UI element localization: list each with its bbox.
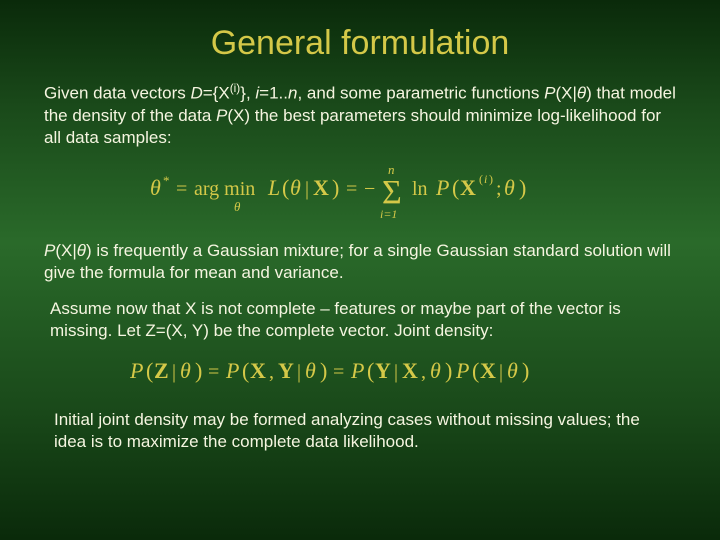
- svg-text:,: ,: [269, 361, 274, 383]
- svg-text:ln: ln: [412, 178, 428, 200]
- text-fragment: , and some parametric functions: [297, 84, 544, 103]
- svg-text:): ): [195, 358, 202, 383]
- svg-text:=: =: [176, 178, 187, 200]
- text-fragment: =1..: [259, 84, 288, 103]
- svg-text:i: i: [484, 172, 487, 186]
- math-P: P: [544, 84, 555, 103]
- svg-text:θ: θ: [290, 175, 301, 200]
- svg-text:X: X: [460, 175, 476, 200]
- text-fragment: (X): [227, 106, 250, 125]
- svg-text:|: |: [297, 361, 301, 383]
- svg-text:(: (: [367, 358, 374, 383]
- math-P: P: [216, 106, 227, 125]
- svg-text:Σ: Σ: [382, 174, 402, 211]
- paragraph-3: Assume now that X is not complete – feat…: [44, 298, 676, 342]
- svg-text:θ: θ: [430, 358, 441, 383]
- svg-text:X: X: [313, 175, 329, 200]
- slide-title: General formulation: [0, 0, 720, 81]
- svg-text:=: =: [346, 178, 357, 200]
- slide-body: Given data vectors D={X(i)}, i =1.. n , and…: [0, 81, 720, 454]
- paragraph-4: Initial joint density may be formed anal…: [44, 409, 676, 453]
- svg-text:X: X: [480, 358, 496, 383]
- svg-text:θ: θ: [507, 358, 518, 383]
- math-theta: θ: [577, 84, 586, 103]
- svg-text:arg min: arg min: [194, 178, 255, 200]
- svg-text:*: *: [163, 173, 170, 188]
- svg-text:θ: θ: [234, 199, 241, 214]
- text-fragment: (X|: [555, 84, 576, 103]
- svg-text:Y: Y: [278, 358, 294, 383]
- svg-text:X: X: [250, 358, 266, 383]
- svg-text:(: (: [452, 175, 459, 200]
- text-fragment: Given data vectors: [44, 84, 190, 103]
- svg-text:|: |: [499, 361, 503, 383]
- text-fragment: Initial joint density may be formed anal…: [54, 410, 640, 451]
- text-fragment: },: [240, 84, 255, 103]
- svg-text:(: (: [242, 358, 249, 383]
- svg-text:,: ,: [421, 361, 426, 383]
- svg-text:P: P: [130, 358, 143, 383]
- svg-text:(: (: [282, 175, 289, 200]
- svg-text:Z: Z: [154, 358, 169, 383]
- svg-text:Y: Y: [375, 358, 391, 383]
- svg-text:θ: θ: [150, 175, 161, 200]
- text-fragment: is frequently a Gaussian mixture; for a …: [44, 241, 671, 282]
- svg-text:P: P: [225, 358, 239, 383]
- svg-text:(: (: [146, 358, 153, 383]
- svg-text:(: (: [472, 358, 479, 383]
- text-fragment: (X|: [55, 241, 76, 260]
- svg-text:P: P: [435, 175, 449, 200]
- svg-text:(: (: [479, 172, 483, 186]
- svg-text:|: |: [394, 361, 398, 383]
- math-D: D: [190, 84, 202, 103]
- svg-text:=: =: [333, 361, 344, 383]
- svg-text:n: n: [388, 162, 395, 177]
- svg-text:): ): [332, 175, 339, 200]
- svg-text:P: P: [455, 358, 469, 383]
- svg-text:θ: θ: [504, 175, 515, 200]
- formula-1: θ * = arg min θ L ( θ | X ) = − Σ n i=1 …: [44, 161, 676, 226]
- svg-text:): ): [445, 358, 452, 383]
- text-fragment: Assume now that X is not complete – feat…: [50, 299, 621, 340]
- svg-text:=: =: [208, 361, 219, 383]
- svg-text:θ: θ: [305, 358, 316, 383]
- svg-text:): ): [519, 175, 526, 200]
- svg-text:|: |: [172, 361, 176, 383]
- math-sup-i: (i): [230, 81, 241, 95]
- formula-2: P ( Z | θ ) = P ( X , Y | θ ) = P ( Y |: [44, 354, 676, 395]
- svg-text:−: −: [364, 178, 375, 200]
- paragraph-2: P(X|θ) is frequently a Gaussian mixture;…: [44, 240, 676, 284]
- svg-text:): ): [320, 358, 327, 383]
- paragraph-1: Given data vectors D={X(i)}, i=1..n, and…: [44, 81, 676, 149]
- svg-text:L: L: [267, 175, 280, 200]
- math-P: P: [44, 241, 55, 260]
- svg-text:P: P: [350, 358, 364, 383]
- svg-text:θ: θ: [180, 358, 191, 383]
- svg-text:X: X: [402, 358, 418, 383]
- math-theta: θ: [77, 241, 86, 260]
- svg-text:i=1: i=1: [380, 207, 397, 221]
- text-fragment: ={X: [203, 84, 230, 103]
- svg-text:;: ;: [496, 178, 502, 200]
- svg-text:): ): [489, 172, 493, 186]
- svg-text:): ): [522, 358, 529, 383]
- svg-text:|: |: [305, 178, 309, 200]
